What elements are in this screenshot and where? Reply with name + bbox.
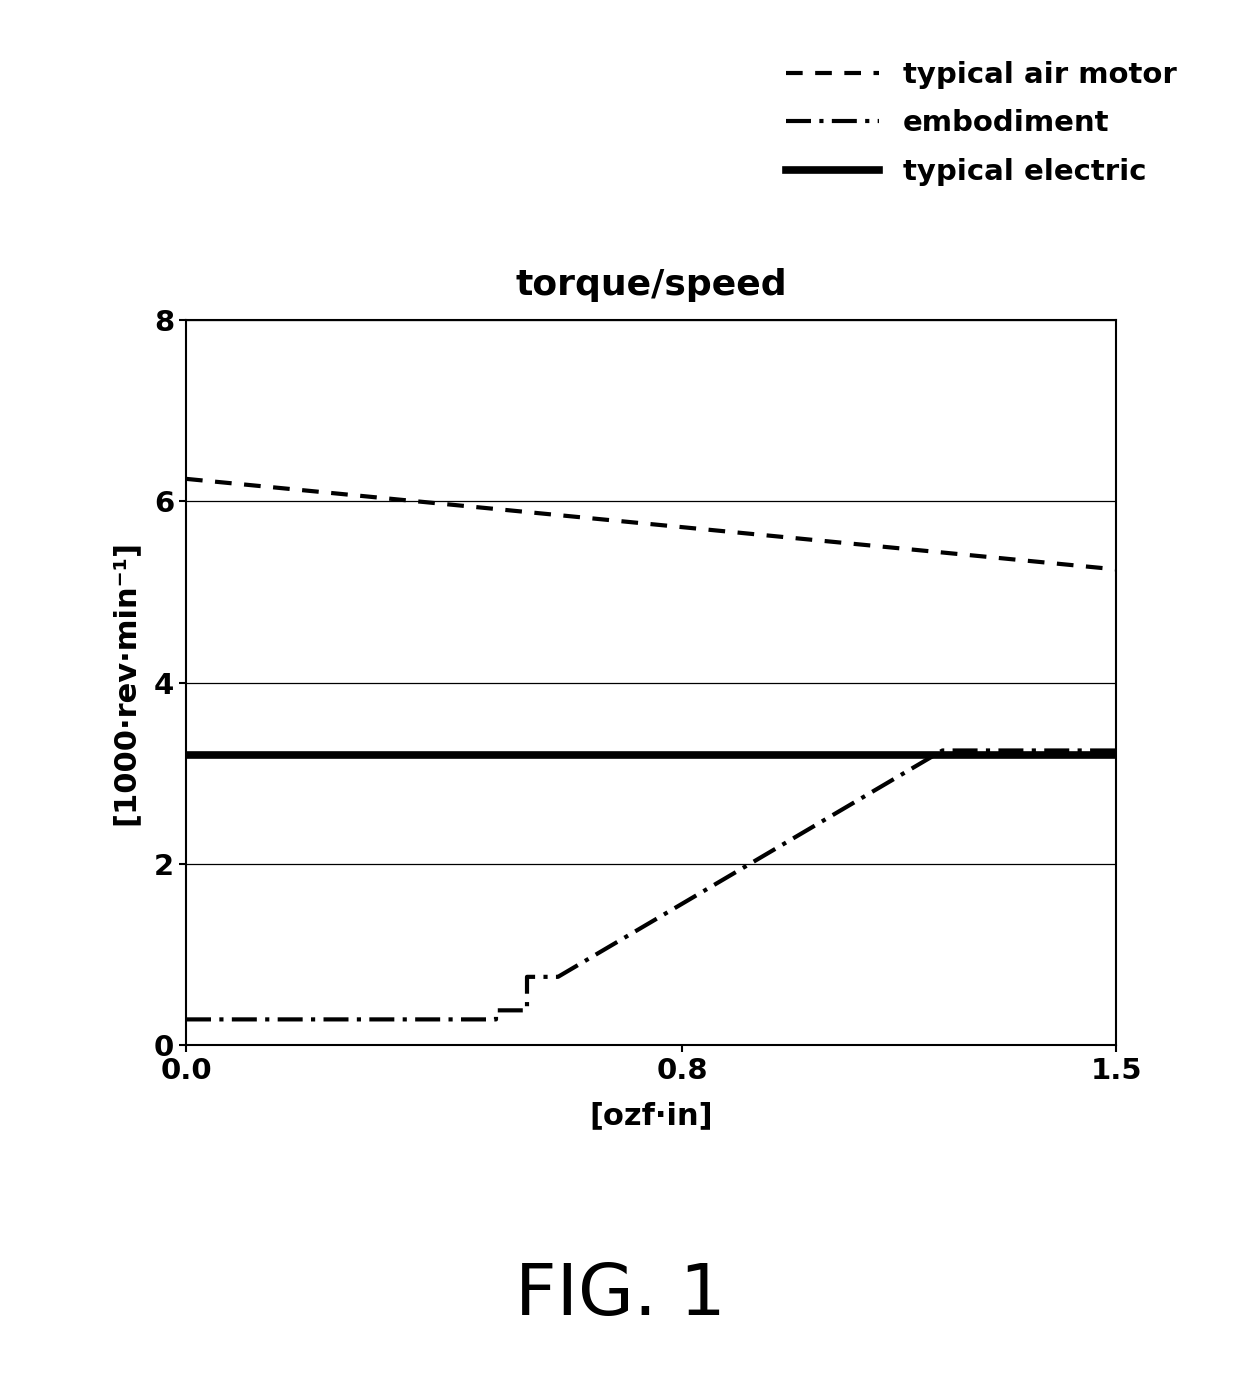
Text: FIG. 1: FIG. 1 bbox=[515, 1261, 725, 1330]
Title: torque/speed: torque/speed bbox=[515, 269, 787, 302]
Y-axis label: [1000·rev·min⁻¹]: [1000·rev·min⁻¹] bbox=[112, 540, 140, 825]
Legend: typical air motor, embodiment, typical electric: typical air motor, embodiment, typical e… bbox=[775, 49, 1188, 198]
X-axis label: [ozf·in]: [ozf·in] bbox=[589, 1102, 713, 1130]
